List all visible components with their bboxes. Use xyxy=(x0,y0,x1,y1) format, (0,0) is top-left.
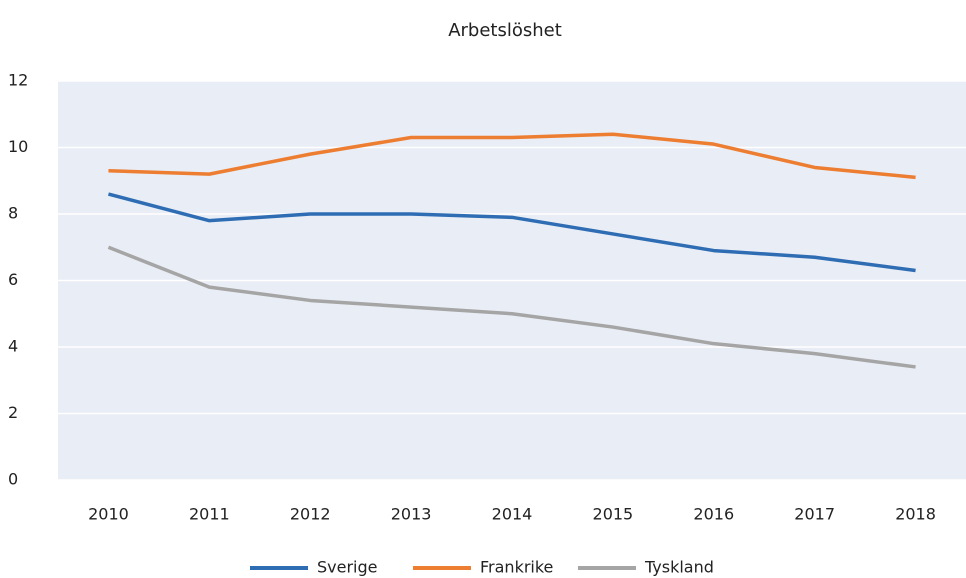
line xyxy=(107,192,916,273)
legend-label: Tyskland xyxy=(644,558,714,577)
x-tick-label: 2013 xyxy=(391,505,432,524)
y-tick-label: 8 xyxy=(8,204,18,223)
line xyxy=(108,132,916,180)
x-tick-label: 2018 xyxy=(895,505,936,524)
chart-title: Arbetslöshet xyxy=(448,20,562,41)
x-tick-label: 2016 xyxy=(693,505,734,524)
line xyxy=(107,245,916,369)
y-tick-label: 2 xyxy=(8,403,18,422)
x-tick-label: 2012 xyxy=(290,505,331,524)
x-tick-label: 2017 xyxy=(794,505,835,524)
legend-label: Frankrike xyxy=(480,558,553,577)
y-tick-label: 10 xyxy=(8,137,28,156)
y-tick-label: 12 xyxy=(8,71,28,90)
x-tick-label: 2014 xyxy=(492,505,533,524)
x-tick-label: 2015 xyxy=(593,505,634,524)
x-tick-label: 2010 xyxy=(88,505,129,524)
y-tick-label: 6 xyxy=(8,270,18,289)
x-tick-label: 2011 xyxy=(189,505,230,524)
y-tick-label: 4 xyxy=(8,337,18,356)
y-tick-label: 0 xyxy=(8,470,18,489)
legend-label: Sverige xyxy=(317,558,378,577)
